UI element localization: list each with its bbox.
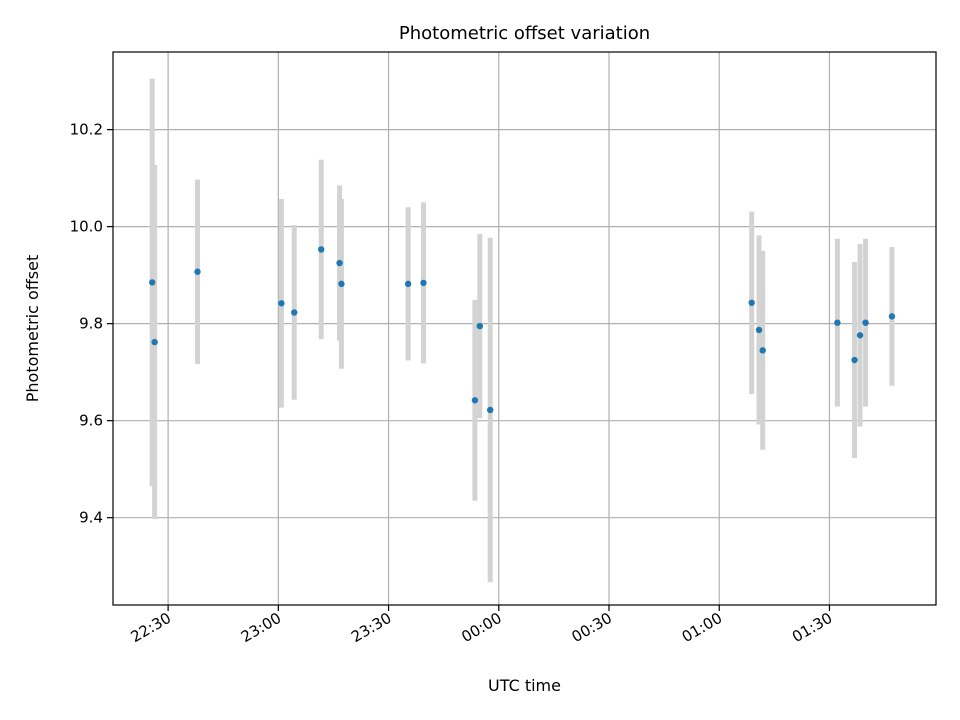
x-tick-label: 00:30 — [569, 609, 615, 646]
y-axis-ticks: 9.4 9.6 9.8 10.0 10.2 — [70, 121, 113, 527]
x-tick-label: 22:30 — [128, 609, 174, 646]
y-axis-label: Photometric offset — [23, 255, 42, 403]
data-point — [851, 356, 858, 364]
data-point — [856, 332, 864, 339]
x-tick-label: 23:30 — [348, 609, 394, 646]
data-point — [336, 259, 343, 267]
x-axis-ticks: 22:30 23:00 23:30 00:00 00:30 01:00 01:30 — [128, 605, 835, 646]
grid-lines — [113, 52, 936, 605]
data-point — [476, 322, 483, 330]
data-point — [471, 397, 479, 404]
data-point — [338, 280, 345, 288]
x-axis-label: UTC time — [488, 676, 561, 695]
data-point — [487, 406, 494, 414]
data-point — [317, 246, 325, 253]
data-point — [748, 299, 755, 306]
error-bars — [149, 78, 895, 583]
data-points — [148, 246, 896, 414]
x-tick-label: 01:30 — [789, 609, 835, 646]
data-point — [420, 279, 427, 287]
data-point — [148, 279, 156, 286]
y-tick-label: 9.8 — [79, 315, 103, 333]
y-tick-label: 9.4 — [79, 509, 103, 527]
y-tick-label: 10.2 — [70, 121, 103, 139]
data-point — [755, 326, 763, 334]
x-tick-label: 01:00 — [679, 609, 725, 646]
data-point — [278, 300, 285, 307]
data-point — [759, 347, 766, 354]
data-point — [834, 319, 841, 326]
data-point — [862, 319, 869, 326]
data-point — [404, 280, 412, 288]
x-tick-label: 00:00 — [458, 609, 504, 646]
data-point — [888, 313, 896, 320]
data-point — [291, 309, 298, 316]
data-point — [194, 268, 201, 275]
y-tick-label: 9.6 — [79, 412, 103, 430]
data-point — [151, 338, 158, 346]
y-tick-label: 10.0 — [70, 218, 103, 236]
x-tick-label: 23:00 — [238, 609, 284, 646]
plot-frame — [112, 51, 937, 606]
chart-title: Photometric offset variation — [399, 23, 650, 44]
